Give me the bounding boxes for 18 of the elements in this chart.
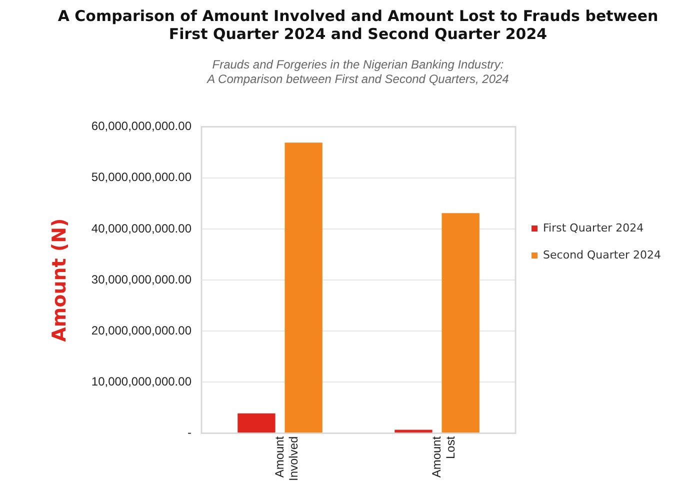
bar xyxy=(284,142,322,433)
bar xyxy=(394,430,432,433)
bar xyxy=(442,213,480,433)
x-tick-label: Amount Lost xyxy=(429,436,458,478)
bar xyxy=(238,413,276,433)
legend-label: Second Quarter 2024 xyxy=(543,248,662,262)
chart-subtitle: Frauds and Forgeries in the Nigerian Banking Industry: A Comparison between First and Second Quarters, 2024 xyxy=(206,58,510,86)
legend-label: First Quarter 2024 xyxy=(543,221,644,234)
y-tick-label: 50,000,000,000.00 xyxy=(91,170,192,184)
y-axis-title: Amount (N) xyxy=(48,218,70,342)
x-tick-label: Amount Involved xyxy=(272,436,301,482)
y-tick-label: 30,000,000,000.00 xyxy=(91,272,192,286)
chart-title: A Comparison of Amount Involved and Amount Lost to Frauds between First Quarter 2024 and Second Quarter 2024 xyxy=(58,6,658,43)
y-tick-label: 10,000,000,000.00 xyxy=(91,374,192,389)
y-tick-label: - xyxy=(188,426,192,440)
y-tick-label: 60,000,000,000.00 xyxy=(91,119,192,134)
y-tick-label: 40,000,000,000.00 xyxy=(91,221,192,236)
y-tick-label: 20,000,000,000.00 xyxy=(91,323,192,338)
